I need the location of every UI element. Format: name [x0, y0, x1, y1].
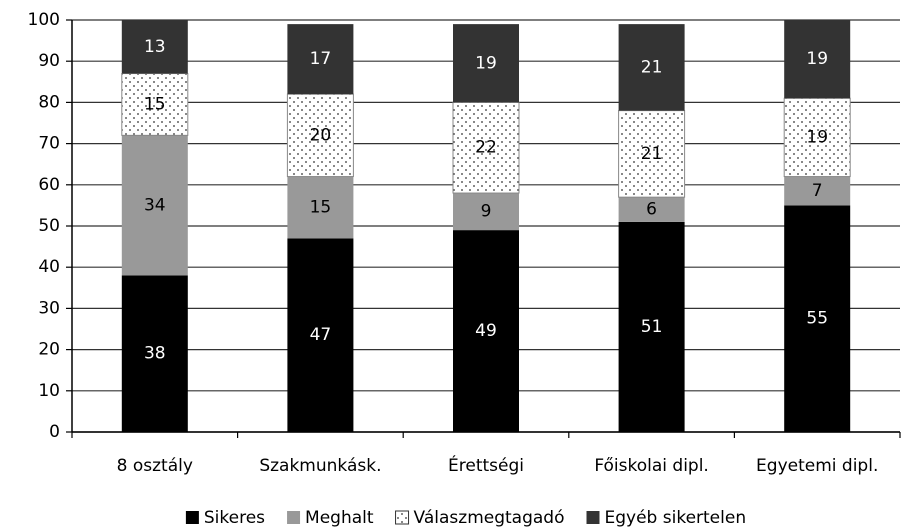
data-label: 7: [812, 181, 823, 201]
data-label: 19: [806, 127, 828, 147]
legend-item: Egyéb sikertelen: [586, 508, 747, 528]
data-label: 21: [641, 57, 663, 77]
y-tick-label: 30: [38, 298, 60, 318]
data-label: 15: [310, 197, 332, 217]
bar-segment: [784, 20, 851, 99]
data-label: 55: [806, 309, 828, 329]
legend-label: Sikeres: [204, 508, 265, 528]
bar-segment: [121, 135, 188, 276]
y-tick-label: 80: [38, 92, 60, 112]
data-label: 9: [481, 202, 492, 222]
data-label: 17: [310, 49, 332, 69]
bar-segment: [784, 205, 851, 432]
bar-segment: [286, 93, 354, 178]
data-label: 20: [310, 125, 332, 145]
bar-segment: [287, 176, 354, 239]
data-label: 21: [641, 144, 663, 164]
x-tick-label: Főiskolai dipl.: [594, 456, 709, 476]
bar-segment: [121, 20, 188, 74]
x-tick-label: Szakmunkásk.: [259, 456, 381, 476]
y-tick-label: 50: [38, 216, 60, 236]
legend-item: Válaszmegtagadó: [395, 508, 565, 528]
y-tick-label: 0: [49, 422, 60, 442]
data-label: 13: [144, 37, 166, 57]
bar-segment: [784, 176, 851, 206]
data-label: 49: [475, 321, 497, 341]
data-label: 38: [144, 344, 166, 364]
legend-swatch: [287, 511, 301, 524]
bar-segment: [121, 275, 188, 432]
data-label: 51: [641, 317, 663, 337]
y-tick-label: 60: [38, 175, 60, 195]
y-tick-label: 20: [38, 340, 60, 360]
bar-segment: [287, 238, 354, 432]
legend-label: Válaszmegtagadó: [414, 508, 565, 528]
bar-segment: [783, 97, 851, 178]
x-tick-label: Egyetemi dipl.: [756, 456, 878, 476]
bar-segment: [452, 101, 520, 194]
bar-segment: [618, 24, 685, 111]
y-tick-label: 70: [38, 134, 60, 154]
data-label: 19: [475, 53, 497, 73]
legend-item: Sikeres: [185, 508, 265, 528]
bar-segment: [287, 24, 354, 95]
bar-segment: [121, 73, 189, 136]
legend-item: Meghalt: [287, 508, 374, 528]
x-tick-label: Érettségi: [448, 454, 524, 476]
legend-label: Egyéb sikertelen: [605, 508, 747, 528]
data-label: 19: [806, 49, 828, 69]
bar-segment: [618, 197, 685, 222]
bar-segment: [453, 193, 519, 231]
bar-segment: [618, 221, 685, 432]
y-tick-label: 90: [38, 51, 60, 71]
legend-swatch: [185, 511, 199, 524]
y-tick-label: 10: [38, 381, 60, 401]
bar-segment: [453, 230, 519, 432]
data-label: 15: [144, 94, 166, 114]
y-tick-label: 100: [28, 10, 60, 30]
x-tick-label: 8 osztály: [117, 456, 193, 476]
bar-segment: [453, 24, 519, 103]
legend-swatch: [395, 510, 410, 525]
y-tick-label: 40: [38, 257, 60, 277]
data-label: 34: [144, 195, 166, 215]
data-label: 22: [475, 138, 497, 158]
data-label: 6: [646, 200, 657, 220]
data-label: 47: [310, 325, 332, 345]
bar-segment: [618, 110, 686, 198]
legend-label: Meghalt: [305, 508, 374, 528]
legend-swatch: [586, 511, 600, 524]
